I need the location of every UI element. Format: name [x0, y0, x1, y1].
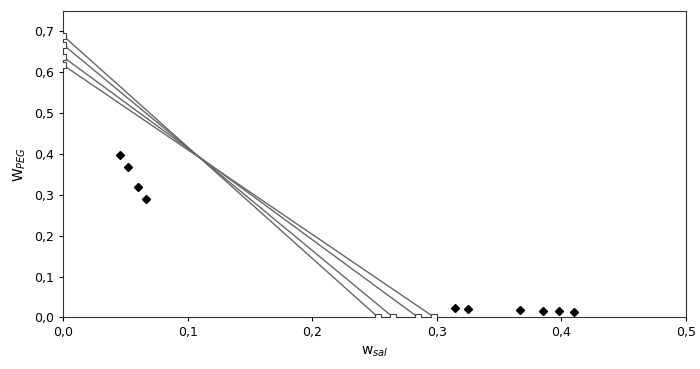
X-axis label: w$_{sal}$: w$_{sal}$: [361, 345, 388, 359]
Y-axis label: W$_{PEG}$: W$_{PEG}$: [12, 147, 29, 182]
